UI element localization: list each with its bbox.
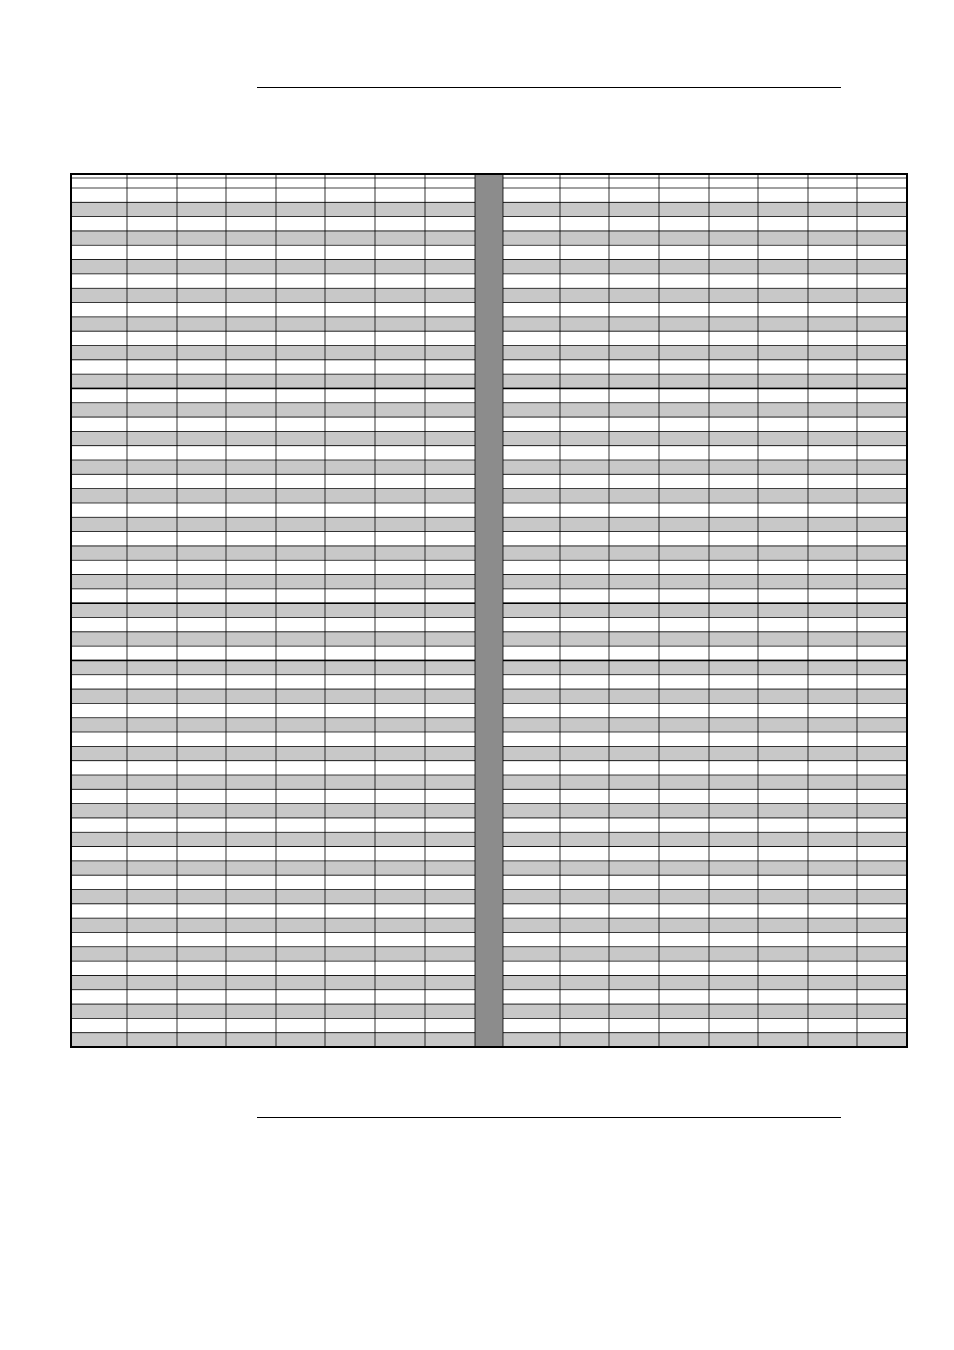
row-shade <box>503 689 907 704</box>
row-shade <box>503 345 907 360</box>
row-shade <box>503 660 907 675</box>
row-shade <box>503 946 907 962</box>
row-shade <box>503 431 907 446</box>
row-shade <box>503 918 907 933</box>
row-shade <box>71 860 475 876</box>
row-shade <box>71 460 475 475</box>
row-shade <box>71 345 475 360</box>
row-shade <box>503 230 907 246</box>
row-shade <box>503 1032 907 1047</box>
row-shade <box>71 488 475 503</box>
row-shade <box>503 460 907 475</box>
row-shade <box>71 431 475 446</box>
row-shade <box>503 774 907 790</box>
row-shade <box>71 316 475 332</box>
row-shade <box>503 860 907 876</box>
row-shade <box>503 259 907 274</box>
row-shade <box>71 889 475 904</box>
row-shade <box>503 603 907 618</box>
row-shade <box>71 717 475 733</box>
row-shade <box>503 545 907 561</box>
row-shade <box>503 488 907 503</box>
row-shade <box>71 746 475 761</box>
row-shade <box>503 975 907 990</box>
row-shade <box>71 288 475 303</box>
row-shade <box>71 918 475 933</box>
row-shade <box>71 517 475 532</box>
row-shade <box>71 545 475 561</box>
row-shade <box>71 374 475 389</box>
table <box>70 173 908 1048</box>
row-shade <box>71 1032 475 1047</box>
row-shade <box>503 316 907 332</box>
row-shade <box>503 374 907 389</box>
row-shade <box>71 230 475 246</box>
row-shade <box>71 975 475 990</box>
row-shade <box>503 803 907 818</box>
row-shade <box>71 631 475 647</box>
row-shade <box>503 746 907 761</box>
row-shade <box>71 946 475 962</box>
row-shade <box>71 803 475 818</box>
row-shade <box>71 689 475 704</box>
row-shade <box>503 288 907 303</box>
row-shade <box>71 660 475 675</box>
row-shade <box>503 1004 907 1019</box>
row-shade <box>503 631 907 647</box>
row-shade <box>503 517 907 532</box>
row-shade <box>503 574 907 589</box>
row-shade <box>503 202 907 217</box>
row-shade <box>503 832 907 847</box>
table-border <box>70 173 908 1048</box>
divider-column <box>475 174 503 1047</box>
row-shade <box>71 603 475 618</box>
row-shade <box>503 402 907 418</box>
row-shade <box>71 202 475 217</box>
row-shade <box>503 889 907 904</box>
row-shade <box>71 1004 475 1019</box>
row-shade <box>71 259 475 274</box>
row-shade <box>71 402 475 418</box>
row-shade <box>503 717 907 733</box>
row-shade <box>71 832 475 847</box>
row-shade <box>71 774 475 790</box>
row-shade <box>71 574 475 589</box>
